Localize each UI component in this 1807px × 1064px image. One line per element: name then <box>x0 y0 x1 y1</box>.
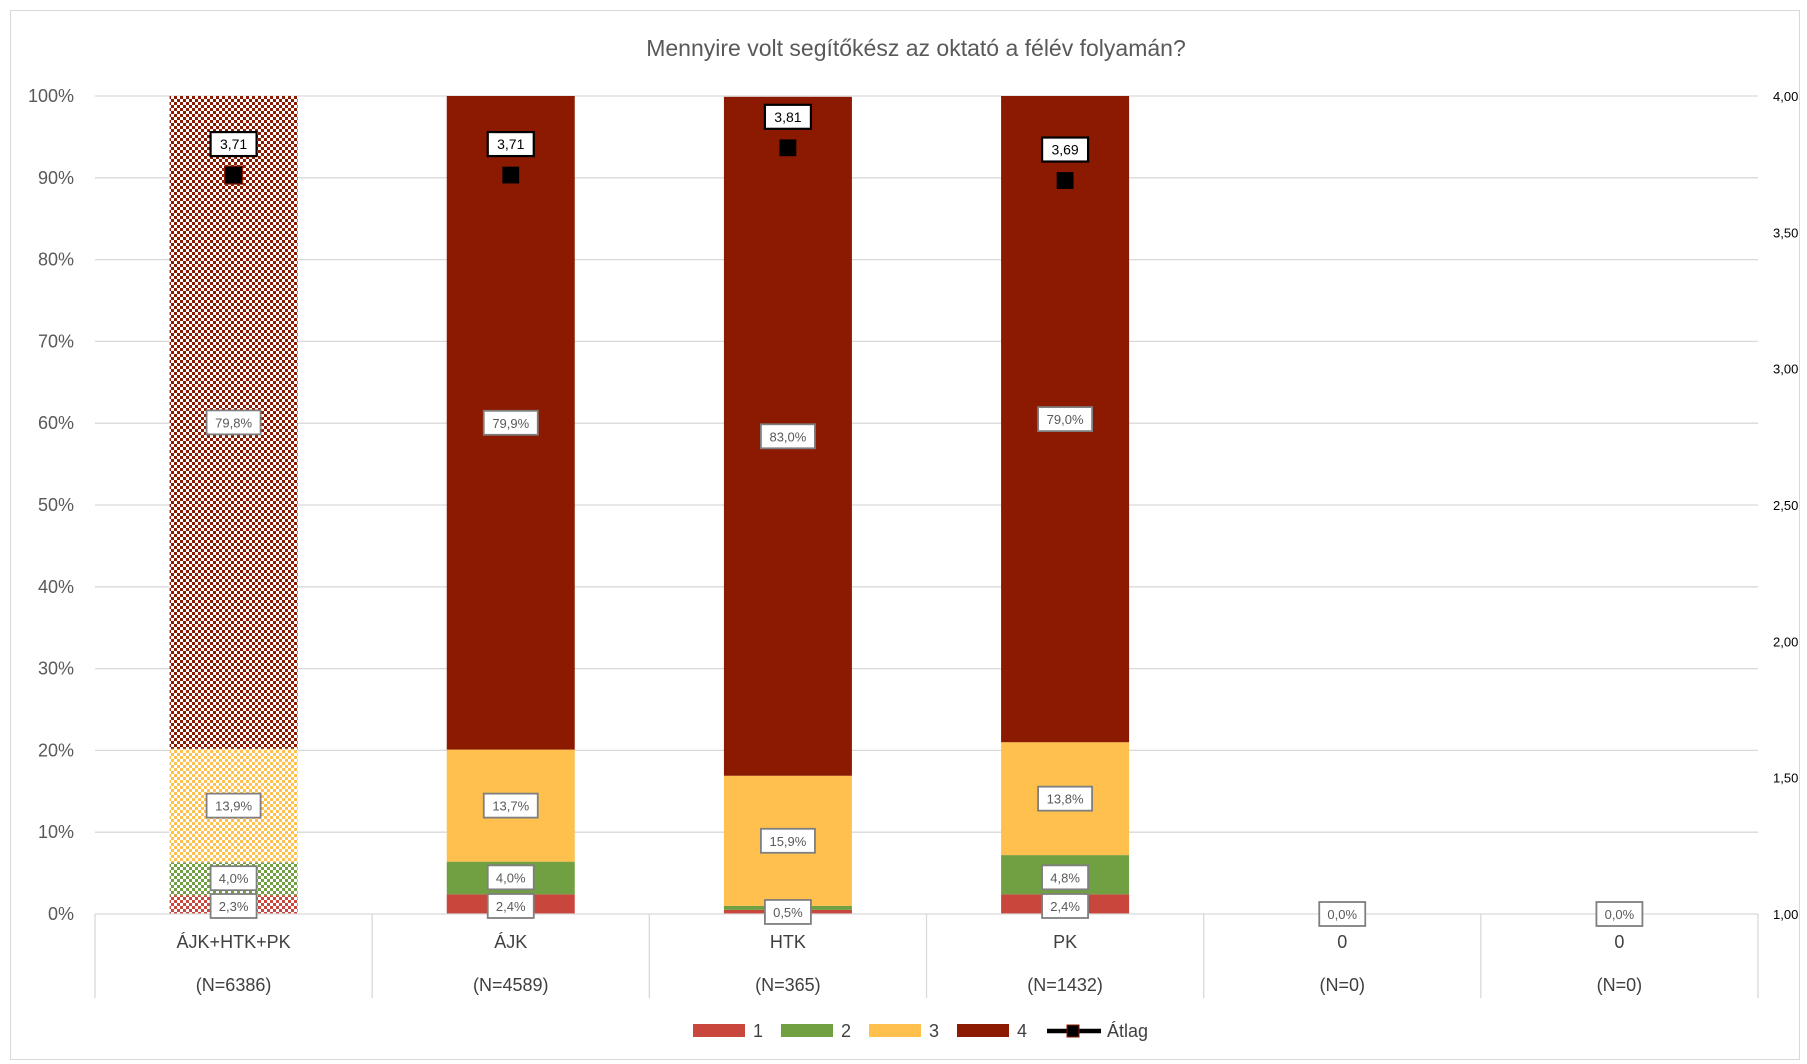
data-label-1-box <box>764 899 812 925</box>
data-label-1: 2,4% <box>496 899 526 914</box>
axes: 0% 10% 20% 30% 40% 50% 60% 70% 80% 90% 100% 1,00 1,5… <box>28 86 1798 998</box>
average-label: 3,69 <box>1051 142 1078 158</box>
data-label-3-box <box>1037 785 1093 812</box>
data-label-2-box <box>1041 864 1089 891</box>
y-tick-label: 20% <box>38 740 74 760</box>
data-label-3-box <box>760 827 816 854</box>
y2-tick-label: 3,50 <box>1773 225 1798 240</box>
legend-label: 1 <box>753 1021 763 1041</box>
chart-frame <box>10 10 1800 1060</box>
data-label-3-box <box>205 792 262 819</box>
average-label-box <box>486 130 535 158</box>
y-tick-label: 60% <box>38 413 74 433</box>
legend-label: 4 <box>1017 1021 1027 1041</box>
chart-title: Mennyire volt segítőkész az oktató a fél… <box>646 35 1186 61</box>
average-marker <box>778 138 798 158</box>
data-label-4-box <box>482 409 539 436</box>
data-label-4: 79,8% <box>215 415 252 430</box>
y-tick-label: 10% <box>38 822 74 842</box>
data-label-3: 13,9% <box>215 799 252 814</box>
data-label-1: 0,0% <box>1605 907 1635 922</box>
legend-label: 2 <box>841 1021 851 1041</box>
category-count-label: (N=0) <box>1319 975 1365 995</box>
y2-tick-label: 1,50 <box>1773 771 1798 786</box>
legend-swatch-4 <box>957 1024 1009 1037</box>
category-count-label: (N=6386) <box>196 975 272 995</box>
data-label-2-box <box>209 865 258 892</box>
data-label-4-box <box>760 423 816 450</box>
legend-label: 3 <box>929 1021 939 1041</box>
category-count-label: (N=365) <box>755 975 821 995</box>
category-count-label: (N=4589) <box>473 975 549 995</box>
data-label-1: 2,4% <box>1050 899 1080 914</box>
data-label-2: 4,0% <box>219 871 249 886</box>
data-label-1: 2,3% <box>219 899 249 914</box>
y-tick-label: 70% <box>38 331 74 351</box>
average-label-box <box>1040 136 1090 163</box>
y-tick-label: 80% <box>38 250 74 270</box>
average-marker <box>1055 170 1075 191</box>
category-count-label: (N=1432) <box>1027 975 1103 995</box>
data-label-2: 4,8% <box>1050 870 1080 885</box>
data-label-1: 0,0% <box>1327 907 1357 922</box>
y2-tick-label: 2,50 <box>1773 498 1798 513</box>
legend: 1 2 3 4 Átlag <box>693 1021 1148 1041</box>
data-label-3-box <box>482 792 539 819</box>
category-label: ÁJK+HTK+PK <box>177 932 291 952</box>
legend-swatch-1 <box>693 1024 745 1037</box>
y2-tick-label: 2,00 <box>1773 634 1798 649</box>
category-label: 0 <box>1614 932 1624 952</box>
average-marker <box>501 165 521 185</box>
y-tick-label: 40% <box>38 577 74 597</box>
category-label: 0 <box>1337 932 1347 952</box>
data-label-1-box <box>1318 901 1367 927</box>
data-label-1: 0,5% <box>773 905 803 920</box>
data-label-1-box <box>1041 893 1089 919</box>
data-label-3: 13,8% <box>1047 792 1084 807</box>
y-tick-label: 0% <box>48 904 74 924</box>
average-marker <box>223 165 244 185</box>
y-tick-label: 30% <box>38 659 74 679</box>
average-label: 3,81 <box>774 109 801 125</box>
category-label: HTK <box>770 932 806 952</box>
data-label-1-box <box>486 893 535 919</box>
average-label: 3,71 <box>497 136 524 152</box>
category-label: PK <box>1053 932 1077 952</box>
data-label-2: 4,0% <box>496 870 526 885</box>
average-label-box <box>209 130 258 158</box>
data-label-3: 13,7% <box>492 799 529 814</box>
data-labels: 2,3% 4,0% 13,9% 79,8% 2,4% 4,0% 13,7% 79,9% 0,5%… <box>205 103 1644 927</box>
data-label-3: 15,9% <box>769 834 806 849</box>
category-count-label: (N=0) <box>1597 975 1643 995</box>
y2-tick-label: 3,00 <box>1773 362 1798 377</box>
average-label-box <box>763 103 813 130</box>
data-label-4: 79,9% <box>492 416 529 431</box>
data-label-1-box <box>1595 901 1644 927</box>
y2-tick-label: 1,00 <box>1773 907 1798 922</box>
legend-swatch-2 <box>781 1024 833 1037</box>
legend-average-marker <box>1066 1024 1080 1038</box>
data-label-4-box <box>1037 406 1093 433</box>
gridlines <box>95 95 1758 833</box>
category-label: ÁJK <box>494 932 527 952</box>
data-label-2-box <box>486 864 535 891</box>
data-label-4: 83,0% <box>769 429 806 444</box>
y2-tick-label: 4,00 <box>1773 89 1798 104</box>
legend-label: Átlag <box>1107 1021 1148 1041</box>
data-label-4-box <box>205 409 262 436</box>
data-label-4: 79,0% <box>1047 412 1084 427</box>
y-tick-label: 100% <box>28 86 74 106</box>
data-label-1-box <box>209 893 258 919</box>
average-label: 3,71 <box>220 136 247 152</box>
y-tick-label: 50% <box>38 495 74 515</box>
y-tick-label: 90% <box>38 168 74 188</box>
legend-swatch-3 <box>869 1024 921 1037</box>
